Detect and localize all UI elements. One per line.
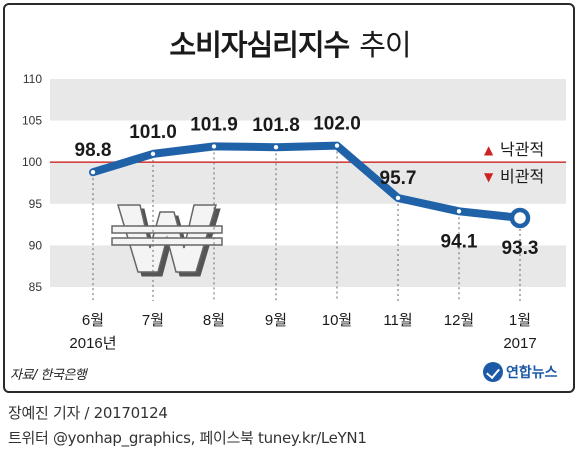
x-tick-label: 12월 xyxy=(444,312,475,329)
data-point xyxy=(273,145,279,150)
data-point xyxy=(150,151,156,157)
chart-title: 소비자심리지수 추이 xyxy=(0,22,580,64)
data-label: 98.8 xyxy=(75,140,112,161)
legend-label: 낙관적 xyxy=(500,141,544,159)
data-label: 101.8 xyxy=(252,115,300,136)
optimistic-marker-icon: ▲ xyxy=(484,143,494,157)
yonhap-logo-icon xyxy=(483,362,503,382)
data-point xyxy=(456,209,462,214)
credit-line-1: 장예진 기자 / 20170124 xyxy=(8,404,168,422)
y-tick-label: 95 xyxy=(29,197,43,211)
data-label: 94.1 xyxy=(441,231,478,252)
title-main: 소비자심리지수 xyxy=(169,28,350,62)
x-tick-label: 11월 xyxy=(383,312,412,329)
title-sub: 추이 xyxy=(359,28,411,62)
source-label: 자료/ 한국은행 xyxy=(10,368,87,383)
y-tick-label: 105 xyxy=(22,114,42,128)
data-label: 101.0 xyxy=(129,122,177,143)
grid-band xyxy=(50,245,566,287)
y-tick-label: 85 xyxy=(29,280,43,294)
data-point xyxy=(211,144,217,149)
x-tick-label: 8월 xyxy=(203,312,225,329)
x-tick-label: 9월 xyxy=(265,312,287,329)
data-label: 102.0 xyxy=(313,114,361,135)
pessimistic-marker-icon: ▼ xyxy=(484,170,494,184)
data-point-end xyxy=(509,207,531,229)
x-tick-label: 10월 xyxy=(322,312,353,329)
data-label: 95.7 xyxy=(380,168,417,189)
data-point xyxy=(395,195,401,201)
y-tick-label: 110 xyxy=(23,72,42,86)
year-label: 2017 xyxy=(503,335,536,352)
y-tick-label: 100 xyxy=(22,155,42,169)
data-point xyxy=(334,143,340,148)
series-line xyxy=(89,141,524,222)
grid-band xyxy=(50,79,566,121)
y-tick-label: 90 xyxy=(29,238,43,252)
legend-label: 비관적 xyxy=(500,168,544,186)
data-label: 101.9 xyxy=(190,114,238,135)
x-tick-label: 7월 xyxy=(142,312,164,329)
yonhap-logo: 연합뉴스 xyxy=(483,362,558,382)
x-tick-label: 1월 xyxy=(509,312,531,329)
x-tick-label: 6월 xyxy=(82,312,104,329)
data-label: 93.3 xyxy=(502,238,539,259)
logo-label: 연합뉴스 xyxy=(506,365,558,381)
year-label: 2016년 xyxy=(69,335,116,352)
grid-band xyxy=(50,162,566,204)
data-point xyxy=(90,169,96,175)
won-sign-icon xyxy=(111,204,223,277)
credit-line-2: 트위터 @yonhap_graphics, 페이스북 tuney.kr/LeYN… xyxy=(8,429,367,447)
